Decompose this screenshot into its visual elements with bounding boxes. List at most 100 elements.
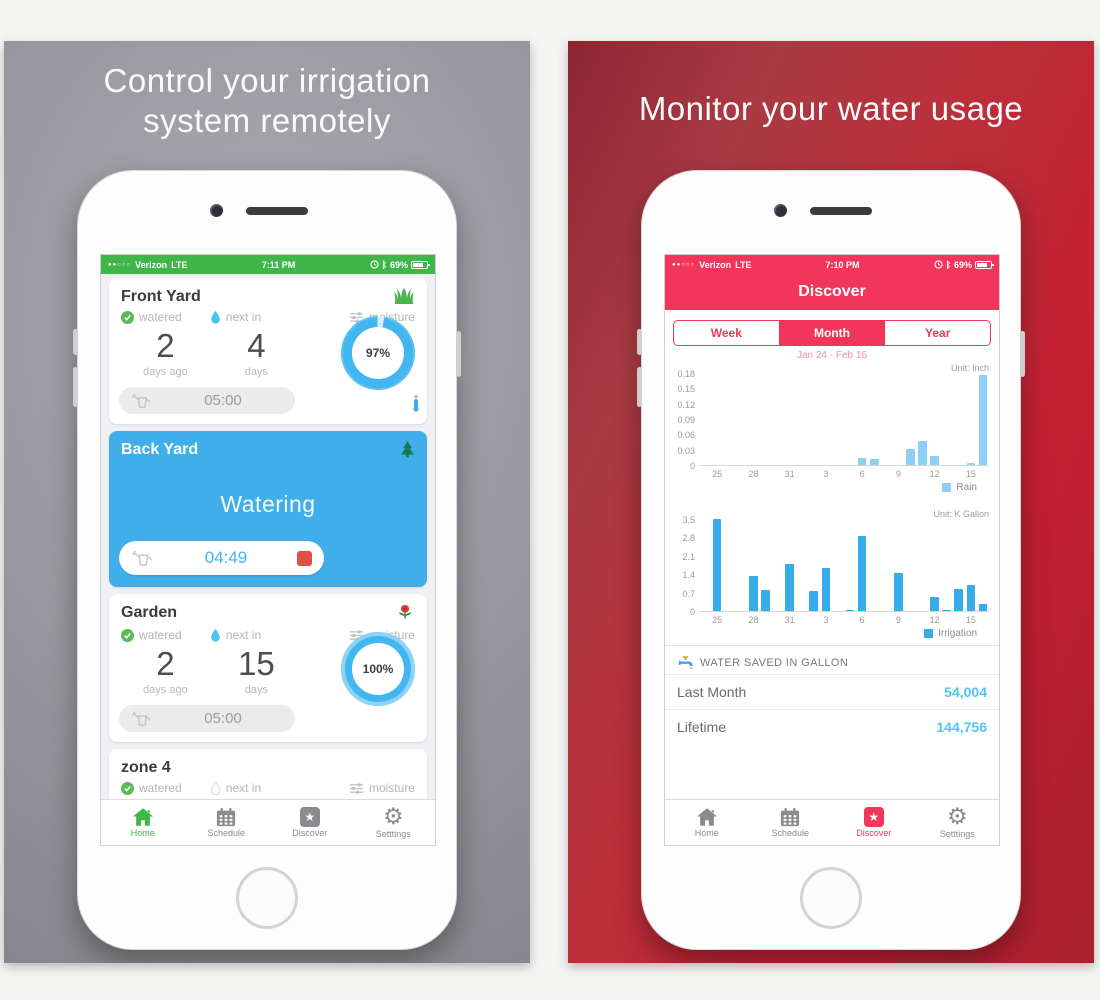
nav-bar-title: Discover <box>665 274 999 310</box>
pine-tree-icon <box>401 441 414 458</box>
duration-value: 05:00 <box>204 392 242 409</box>
stop-watering-button[interactable] <box>297 550 312 566</box>
battery-icon <box>975 260 994 269</box>
y-tick-label: 2.8 <box>682 533 695 544</box>
tab-schedule[interactable]: Schedule <box>185 800 269 845</box>
watering-can-icon <box>131 711 151 726</box>
zone-name: Front Yard <box>121 288 201 305</box>
check-circle-icon <box>121 310 134 324</box>
battery-percent: 69% <box>953 259 972 270</box>
zone-card-garden[interactable]: Garden watered next in <box>109 594 427 742</box>
next-in-label: next in <box>210 781 303 795</box>
water-saved-row: Lifetime 144,756 <box>665 709 999 744</box>
promo-headline-right: Monitor your water usage <box>568 41 1094 129</box>
y-tick-label: 0.7 <box>682 588 695 599</box>
zone-name: Garden <box>121 604 178 621</box>
moisture-percent: 97% <box>352 327 404 379</box>
x-tick-label: 25 <box>712 615 723 625</box>
app-screen-home: ●●○○○ Verizon LTE 7:11 PM ᛒ 69% Front Ya… <box>100 254 436 846</box>
signal-dots-icon: ●●○○○ <box>672 261 696 268</box>
zone-name: zone 4 <box>121 759 171 776</box>
flower-icon <box>398 604 412 619</box>
y-tick-label: 0.06 <box>677 430 695 441</box>
bar <box>942 609 952 611</box>
moisture-percent: 100% <box>352 643 404 695</box>
rain-chart: Unit: Inch 0 0.03 0.06 0.09 0.12 0.15 0.18 25 2… <box>665 363 999 493</box>
carrier-label: Verizon <box>135 259 168 270</box>
x-tick-label: 12 <box>929 615 940 625</box>
front-camera <box>210 204 223 217</box>
rain-y-axis: 0 0.03 0.06 0.09 0.12 0.15 0.18 <box>671 369 699 471</box>
y-tick-label: 0.03 <box>677 445 695 456</box>
bluetooth-icon: ᛒ <box>381 259 387 270</box>
irrigation-y-axis: 0 0.7 1.4 2.1 2.8 3.5 <box>671 515 699 617</box>
x-tick-label: 15 <box>965 615 976 625</box>
zone-card-back-yard[interactable]: Back Yard Watering 04:49 <box>109 431 427 587</box>
zone-card-front-yard[interactable]: Front Yard watered next in <box>109 278 427 424</box>
water-drop-icon <box>210 310 220 324</box>
tab-home[interactable]: Home <box>101 800 185 845</box>
tab-settings[interactable]: ⚙ Setttings <box>939 804 975 840</box>
irrigation-plot-area: 25 28 31 3 6 9 12 15 <box>699 518 989 625</box>
bar <box>954 588 964 611</box>
bar <box>749 576 758 611</box>
tab-bar: Home Schedule ★ Discover ⚙ Setttings <box>101 799 435 845</box>
tab-schedule[interactable]: Schedule <box>749 800 833 845</box>
irrigation-legend-swatch <box>924 629 934 638</box>
watered-label: watered <box>121 310 210 324</box>
earpiece-speaker <box>246 207 308 215</box>
bar <box>930 455 939 465</box>
check-circle-icon <box>121 781 134 795</box>
rain-unit-label: Unit: Inch <box>950 363 989 373</box>
home-button[interactable] <box>236 867 298 929</box>
headline-line2: system remotely <box>143 102 391 139</box>
tab-home[interactable]: Home <box>665 800 749 845</box>
calendar-icon <box>217 807 236 827</box>
bar <box>894 573 903 611</box>
water-drop-icon <box>210 628 220 642</box>
bar <box>785 564 794 611</box>
water-saved-label: Last Month <box>677 684 747 700</box>
watering-status: Watering <box>220 491 316 517</box>
segment-year[interactable]: Year <box>884 321 990 345</box>
grass-icon <box>394 288 414 304</box>
last-watered-value: 2 <box>156 645 175 682</box>
app-screen-discover: ●●○○○ Verizon LTE 7:10 PM ᛒ 69% Discover… <box>664 254 1000 846</box>
signal-dots-icon: ●●○○○ <box>108 261 132 268</box>
network-label: LTE <box>735 259 752 270</box>
last-watered-unit: days ago <box>143 684 188 696</box>
x-tick-label: 12 <box>929 469 940 479</box>
carrier-label: Verizon <box>699 259 732 270</box>
iphone-frame-left: ●●○○○ Verizon LTE 7:11 PM ᛒ 69% Front Ya… <box>73 170 461 950</box>
zone-list: Front Yard watered next in <box>101 274 435 845</box>
section-divider <box>665 645 999 646</box>
water-drop-outline-icon <box>210 781 221 795</box>
tab-discover[interactable]: ★ Discover <box>832 800 916 845</box>
segment-week[interactable]: Week <box>710 326 742 340</box>
volume-button <box>73 329 78 355</box>
bar <box>857 535 867 611</box>
bar <box>978 375 988 465</box>
home-button[interactable] <box>800 867 862 929</box>
countdown-value: 04:49 <box>204 548 248 567</box>
y-tick-label: 0 <box>689 461 695 471</box>
segment-month[interactable]: Month <box>778 321 885 345</box>
watering-countdown-pill[interactable]: 04:49 <box>119 541 324 575</box>
water-saved-value: 54,004 <box>944 684 987 700</box>
duration-value: 05:00 <box>204 710 242 727</box>
rain-legend-swatch <box>942 483 952 492</box>
front-camera <box>774 204 787 217</box>
water-saved-header: WATER SAVED IN GALLON <box>665 646 999 674</box>
tab-discover[interactable]: ★ Discover <box>268 800 352 845</box>
bar <box>978 603 988 611</box>
volume-button <box>73 367 78 407</box>
bar <box>918 440 927 465</box>
tab-settings[interactable]: ⚙ Setttings <box>375 804 411 840</box>
volume-button <box>637 367 642 407</box>
watering-duration-pill[interactable]: 05:00 <box>119 387 295 414</box>
watering-duration-pill[interactable]: 05:00 <box>119 705 295 732</box>
home-icon <box>132 808 153 826</box>
x-tick-label: 31 <box>784 615 795 625</box>
bar <box>966 585 976 611</box>
zone-name: Back Yard <box>121 441 199 458</box>
